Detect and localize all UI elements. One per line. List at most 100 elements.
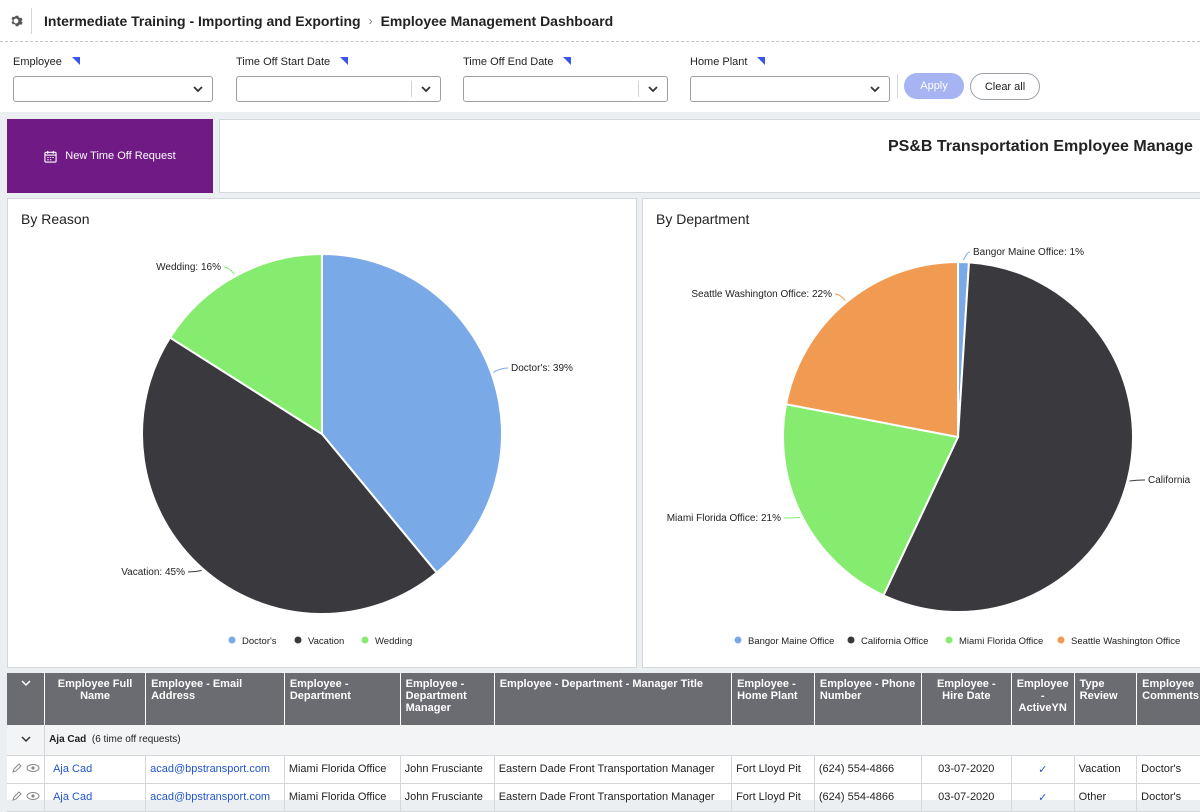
leader-line: [783, 516, 801, 519]
data-label: Vacation: 45%: [121, 567, 185, 578]
end-date-dropdown[interactable]: [463, 76, 668, 102]
column-header[interactable]: Employee - ActiveYN: [1011, 673, 1075, 725]
home-plant-filter-label: Home Plant: [690, 56, 748, 68]
gear-icon[interactable]: [0, 7, 32, 34]
column-header[interactable]: Employee Comments: [1136, 673, 1200, 725]
cell-hire-date: 03-07-2020: [921, 783, 1012, 812]
legend-entry[interactable]: Wedding: [375, 636, 412, 647]
cell-manager-title: Eastern Dade Front Transportation Manage…: [494, 755, 733, 784]
employee-table: Employee Full Name Employee - Email Addre…: [7, 673, 1200, 812]
new-time-off-request-button[interactable]: New Time Off Request: [7, 119, 213, 193]
table-row[interactable]: Aja Cad acad@bpstransport.com Miami Florid…: [7, 783, 1200, 812]
column-header[interactable]: Employee - Phone Number: [814, 673, 922, 725]
pie-slice-vacation[interactable]: [141, 336, 439, 615]
employee-grid: Employee Full Name Employee - Email Addre…: [7, 673, 1200, 812]
by-department-chart: By Department Bangor Maine Office: 1% Ban…: [642, 198, 1200, 668]
data-label: California: [1148, 475, 1191, 486]
chevron-down-icon: [21, 736, 31, 742]
column-header[interactable]: Employee - Email Address: [145, 673, 285, 725]
group-row[interactable]: Aja Cad (6 time off requests): [7, 725, 1200, 756]
cell-type-review: Other: [1074, 783, 1138, 812]
legend-entry[interactable]: Seattle Washington Office: [1071, 636, 1180, 647]
cell-home-plant: Fort Lloyd Pit: [731, 755, 815, 784]
flag-icon: [340, 57, 349, 65]
column-header[interactable]: Employee - Department: [284, 673, 401, 725]
legend-marker: [1057, 636, 1065, 644]
view-icon[interactable]: [26, 790, 40, 802]
pie-slice-wedding[interactable]: [168, 252, 323, 436]
leader-line: [223, 266, 235, 275]
home-plant-dropdown[interactable]: [690, 76, 890, 102]
group-toggle[interactable]: [7, 725, 46, 756]
start-date-dropdown[interactable]: [236, 76, 441, 102]
column-header[interactable]: Employee - Department - Manager Title: [494, 673, 733, 725]
leader-line: [834, 293, 846, 301]
row-actions: [7, 755, 46, 784]
banner-title: PS&B Transportation Employee Manage: [888, 138, 1193, 155]
by-reason-pie: Doctor's: 39% Doctor's Vacation: 45% Vacati…: [121, 252, 573, 647]
table-row[interactable]: Aja Cad acad@bpstransport.com Miami Florid…: [7, 755, 1200, 784]
pie-slice-miami-florida-office[interactable]: [782, 403, 960, 597]
chevron-down-icon: [193, 86, 203, 93]
new-time-off-request-label: New Time Off Request: [65, 150, 176, 162]
apply-button[interactable]: Apply: [904, 73, 964, 99]
cell-email[interactable]: acad@bpstransport.com: [145, 783, 285, 812]
group-label: Aja Cad (6 time off requests): [44, 725, 1200, 756]
row-actions: [7, 783, 46, 812]
employee-dropdown[interactable]: [13, 76, 213, 102]
legend-marker: [361, 636, 369, 644]
cell-comments: Doctor's: [1136, 783, 1200, 812]
legend-entry[interactable]: Bangor Maine Office: [748, 636, 834, 647]
group-name: Aja Cad: [49, 734, 87, 746]
column-header[interactable]: Employee - Department Manager: [400, 673, 495, 725]
table-header-row: Employee Full Name Employee - Email Addre…: [7, 673, 1200, 725]
chevron-down-icon: [870, 86, 880, 93]
flag-icon: [757, 57, 766, 65]
legend-marker: [734, 636, 742, 644]
legend-entry[interactable]: California Office: [861, 636, 928, 647]
pie-slice-doctor-s[interactable]: [321, 252, 503, 575]
edit-icon[interactable]: [11, 790, 23, 802]
cell-full-name[interactable]: Aja Cad: [44, 755, 147, 784]
chart-title: By Department: [656, 211, 750, 227]
collapse-all-toggle[interactable]: [7, 673, 46, 725]
employee-filter: Employee: [13, 56, 213, 102]
top-bar: Intermediate Training - Importing and Ex…: [0, 0, 1200, 42]
employee-filter-label: Employee: [13, 56, 62, 68]
cell-email[interactable]: acad@bpstransport.com: [145, 755, 285, 784]
data-label: Seattle Washington Office: 22%: [691, 289, 832, 300]
legend-entry[interactable]: Miami Florida Office: [959, 636, 1043, 647]
breadcrumb-app[interactable]: Intermediate Training - Importing and Ex…: [44, 12, 361, 29]
cell-type-review: Vacation: [1074, 755, 1138, 784]
leader-line: [187, 570, 202, 573]
cell-manager: John Frusciante: [400, 755, 495, 784]
cell-hire-date: 03-07-2020: [921, 755, 1012, 784]
end-date-filter-label: Time Off End Date: [463, 56, 554, 68]
legend-entry[interactable]: Vacation: [308, 636, 344, 647]
legend-entry[interactable]: Doctor's: [242, 636, 277, 647]
column-header[interactable]: Type Review: [1074, 673, 1138, 725]
view-icon[interactable]: [26, 762, 40, 774]
column-header[interactable]: Employee - Home Plant: [731, 673, 815, 725]
data-label: Miami Florida Office: 21%: [667, 513, 781, 524]
column-header[interactable]: Employee - Hire Date: [921, 673, 1012, 725]
legend-marker: [945, 636, 953, 644]
by-department-pie: Bangor Maine Office: 1% Bangor Maine Offi…: [667, 247, 1191, 647]
chart-title: By Reason: [21, 211, 90, 227]
pie-slice-california-office[interactable]: [882, 261, 1134, 613]
edit-icon[interactable]: [11, 762, 23, 774]
column-header[interactable]: Employee Full Name: [44, 673, 147, 725]
cell-active: ✓: [1011, 783, 1075, 812]
leader-line: [963, 251, 971, 261]
clear-all-button[interactable]: Clear all: [970, 73, 1040, 100]
start-date-filter: Time Off Start Date: [236, 56, 441, 102]
chevron-down-icon: [21, 680, 31, 687]
pie-slice-seattle-washington-office[interactable]: [784, 260, 959, 439]
legend-marker: [228, 636, 236, 644]
chevron-down-icon: [648, 86, 658, 93]
calendar-icon: [44, 150, 57, 163]
cell-phone: (624) 554-4866: [814, 755, 922, 784]
cell-active: ✓: [1011, 755, 1075, 784]
breadcrumb-page: Employee Management Dashboard: [380, 12, 614, 29]
cell-full-name[interactable]: Aja Cad: [44, 783, 147, 812]
